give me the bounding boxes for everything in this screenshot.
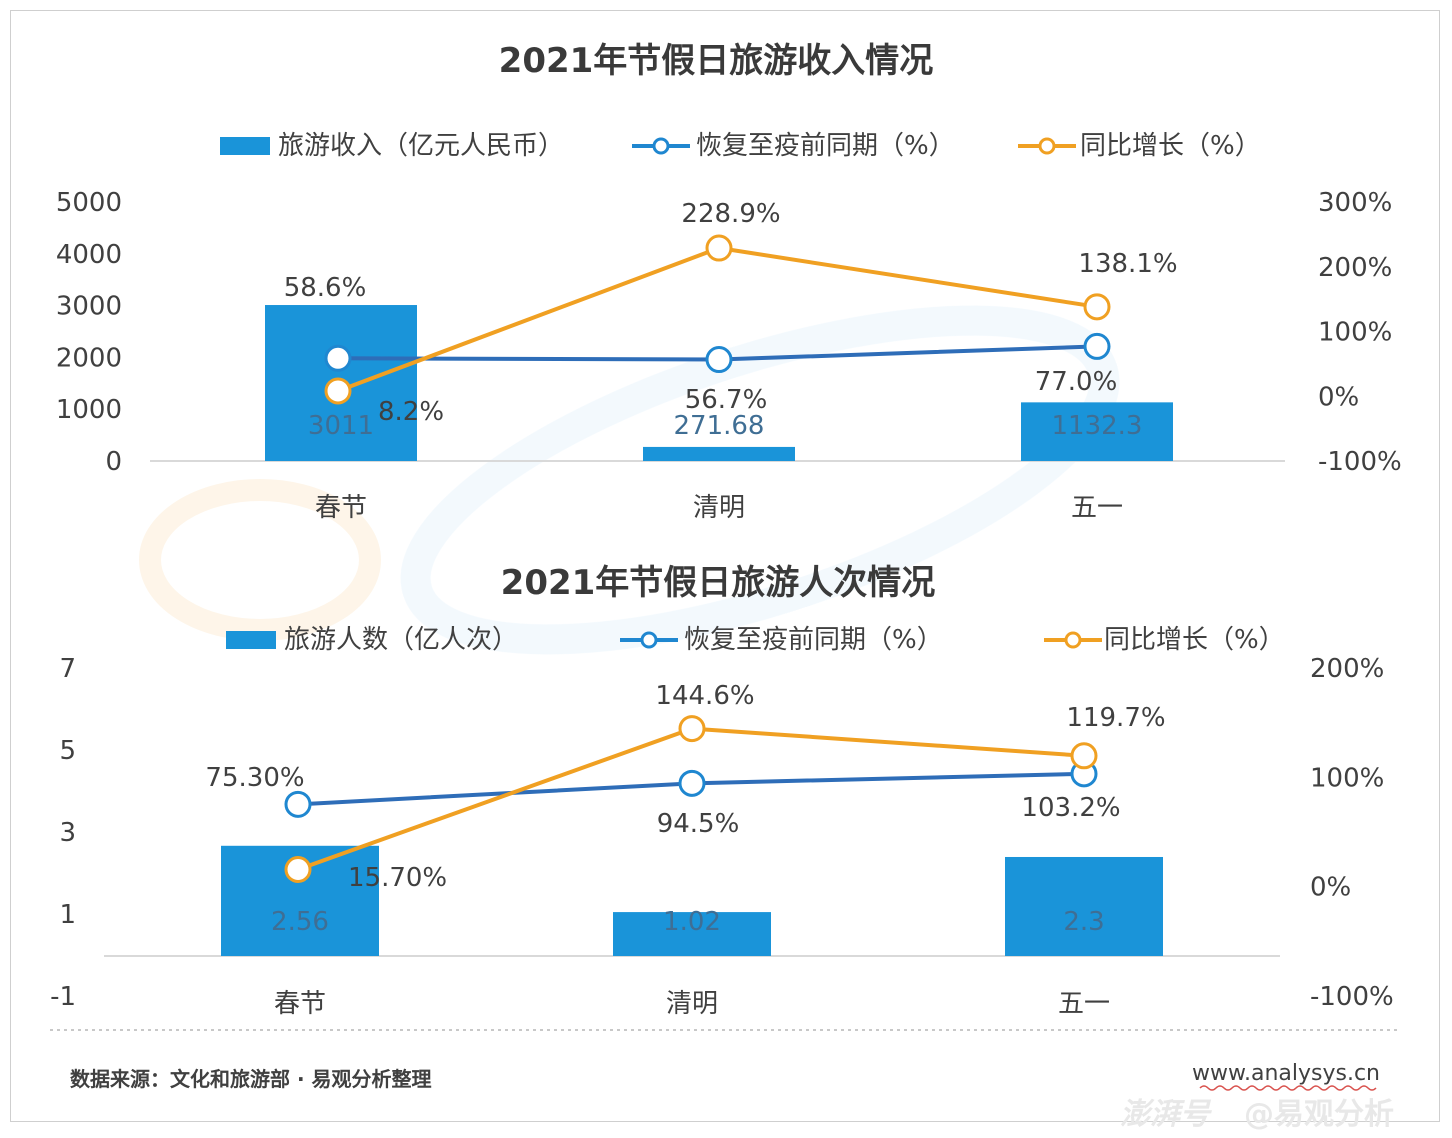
chart2-recovery-point <box>284 790 312 818</box>
chart1-bar <box>643 446 795 461</box>
chart1-left-tick: 0 <box>105 447 122 477</box>
chart1-right-tick: -100% <box>1318 447 1402 477</box>
chart1-growth-label: 138.1% <box>1078 249 1177 279</box>
chart2-left-tick: 7 <box>59 654 76 684</box>
chart2-right-tick: 0% <box>1310 873 1351 903</box>
chart2-left-tick: 5 <box>59 736 76 766</box>
chart2-growth-label: 144.6% <box>655 681 754 711</box>
chart2-legend-bar: 旅游人数（亿人次） <box>284 625 518 655</box>
chart1-legend-recovery-marker <box>652 137 670 155</box>
chart1-title: 2021年节假日旅游收入情况 <box>499 41 934 81</box>
chart1-growth-label: 8.2% <box>378 397 444 427</box>
chart1-left-tick: 5000 <box>56 188 122 218</box>
chart1-left-axis: 5000 4000 3000 2000 1000 0 <box>56 188 122 477</box>
chart1-growth-point <box>705 234 733 262</box>
chart1-left-tick: 1000 <box>56 395 122 425</box>
chart2-legend-growth-marker <box>1064 631 1082 649</box>
chart2-bar-label: 1.02 <box>663 907 721 937</box>
chart1-lines: 58.6% 56.7% 77.0% 8.2% 228.9% 138.1% <box>284 199 1178 427</box>
chart1-left-tick: 2000 <box>56 343 122 373</box>
chart2-left-tick: 3 <box>59 818 76 848</box>
chart2-legend-recovery: 恢复至疫前同期（%） <box>684 625 943 655</box>
chart2-legend-growth: 同比增长（%） <box>1104 625 1285 655</box>
chart1-recovery-label: 58.6% <box>284 273 367 303</box>
chart2-growth-point <box>1070 742 1098 770</box>
chart1-category-label: 清明 <box>693 493 745 523</box>
chart2-growth-point <box>678 715 706 743</box>
chart1-legend-growth-marker <box>1038 137 1056 155</box>
chart2-right-tick: 100% <box>1310 763 1384 793</box>
chart1-legend-bar: 旅游收入（亿元人民币） <box>278 131 564 161</box>
source-note: 数据来源：文化和旅游部 · 易观分析整理 <box>70 1067 432 1091</box>
chart1-right-tick: 300% <box>1318 188 1392 218</box>
chart1-legend-bar-swatch <box>220 137 270 155</box>
chart2-legend-recovery-marker <box>640 631 658 649</box>
chart1-bar-label: 1132.3 <box>1052 411 1143 441</box>
chart2-category-label: 春节 <box>274 989 326 1019</box>
chart2-left-tick: -1 <box>50 982 76 1012</box>
chart1-bar-label: 3011 <box>308 411 374 441</box>
chart1-right-axis: 300% 200% 100% 0% -100% <box>1318 188 1402 477</box>
chart1-bar <box>1021 402 1173 461</box>
chart2-right-tick: 200% <box>1310 654 1384 684</box>
chart1-growth-point <box>1083 293 1111 321</box>
chart2-recovery-label: 75.30% <box>205 763 304 793</box>
chart2-right-tick: -100% <box>1310 982 1394 1012</box>
chart1-recovery-point <box>1083 332 1111 360</box>
chart2-growth-point <box>284 856 312 884</box>
chart2-recovery-label: 103.2% <box>1021 793 1120 823</box>
chart1-right-tick: 0% <box>1318 382 1359 412</box>
chart2-bar-label: 2.3 <box>1063 907 1104 937</box>
chart2-bar-label: 2.56 <box>271 907 329 937</box>
chart1-growth-label: 228.9% <box>681 199 780 229</box>
chart2-title: 2021年节假日旅游人次情况 <box>501 563 936 603</box>
site-url[interactable]: www.analysys.cn <box>1192 1061 1380 1086</box>
chart1-growth-point <box>324 377 352 405</box>
chart1-category-label: 五一 <box>1071 493 1123 523</box>
chart2-category-label: 清明 <box>666 989 718 1019</box>
chart1-recovery-label: 56.7% <box>685 385 768 415</box>
chart1-right-tick: 200% <box>1318 253 1392 283</box>
chart2-categories: 春节 清明 五一 <box>274 989 1110 1019</box>
chart2-legend: 旅游人数（亿人次） 恢复至疫前同期（%） 同比增长（%） <box>226 625 1285 655</box>
chart2-growth-label: 15.70% <box>348 863 447 893</box>
chart2-lines: 75.30% 94.5% 103.2% 15.70% 144.6% 119.7% <box>205 681 1165 893</box>
chart2-left-axis: 7 5 3 1 -1 <box>50 654 76 1012</box>
chart1-bar-label: 271.68 <box>674 411 765 441</box>
chart1-legend: 旅游收入（亿元人民币） 恢复至疫前同期（%） 同比增长（%） <box>220 131 1261 161</box>
chart1-left-tick: 4000 <box>56 240 122 270</box>
chart2-recovery-point <box>678 769 706 797</box>
watermark-platform: 澎湃号 <box>1120 1097 1212 1132</box>
chart2-growth-label: 119.7% <box>1066 703 1165 733</box>
chart2-bars: 2.56 1.02 2.3 <box>221 845 1163 956</box>
chart2-recovery-label: 94.5% <box>657 809 740 839</box>
chart1-categories: 春节 清明 五一 <box>315 493 1123 523</box>
chart2-bar <box>613 912 771 956</box>
chart-frame <box>10 10 1440 1122</box>
chart2-bar <box>1005 856 1163 956</box>
chart1-left-tick: 3000 <box>56 292 122 322</box>
chart1-right-tick: 100% <box>1318 318 1392 348</box>
chart1-legend-growth: 同比增长（%） <box>1080 131 1261 161</box>
chart2-right-axis: 200% 100% 0% -100% <box>1310 654 1394 1012</box>
watermark-account: @易观分析 <box>1244 1097 1394 1132</box>
chart2-category-label: 五一 <box>1058 989 1110 1019</box>
chart2-legend-bar-swatch <box>226 631 276 649</box>
chart1-recovery-label: 77.0% <box>1035 367 1118 397</box>
chart2-left-tick: 1 <box>59 900 76 930</box>
chart1-recovery-point <box>324 344 352 372</box>
chart1-category-label: 春节 <box>315 493 367 523</box>
chart1-legend-recovery: 恢复至疫前同期（%） <box>696 131 955 161</box>
site-url-underline <box>1199 1085 1377 1091</box>
chart1-recovery-point <box>705 346 733 374</box>
